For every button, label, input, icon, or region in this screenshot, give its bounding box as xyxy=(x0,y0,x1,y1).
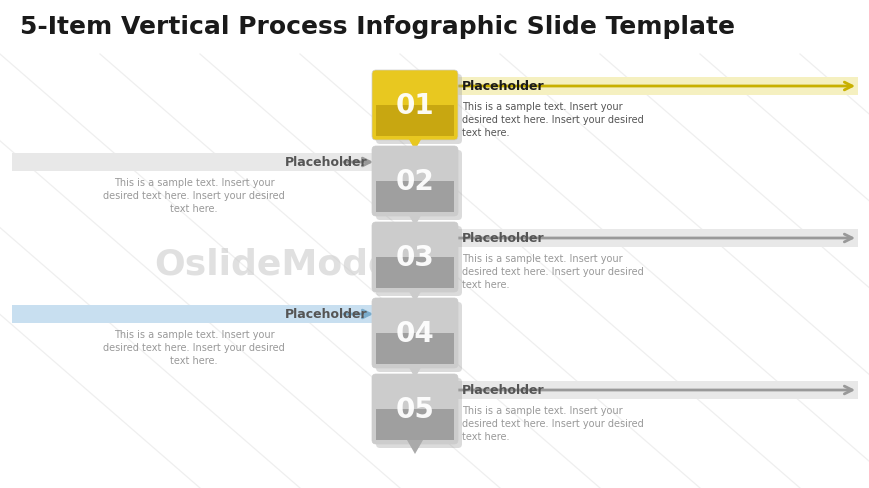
FancyBboxPatch shape xyxy=(375,409,454,440)
Text: This is a sample text. Insert your
desired text here. Insert your desired
text h: This is a sample text. Insert your desir… xyxy=(461,405,643,442)
FancyBboxPatch shape xyxy=(372,298,457,368)
Text: OslideModel: OslideModel xyxy=(155,247,405,282)
Text: This is a sample text. Insert your
desired text here. Insert your desired
text h: This is a sample text. Insert your desir… xyxy=(461,253,643,290)
Text: 04: 04 xyxy=(395,319,434,347)
FancyBboxPatch shape xyxy=(372,71,457,141)
Bar xyxy=(12,305,375,324)
Polygon shape xyxy=(407,288,422,303)
FancyBboxPatch shape xyxy=(375,258,454,288)
FancyBboxPatch shape xyxy=(375,303,461,372)
Text: 03: 03 xyxy=(395,244,434,271)
Polygon shape xyxy=(407,213,422,226)
Text: Placeholder: Placeholder xyxy=(285,156,368,169)
FancyBboxPatch shape xyxy=(375,106,454,137)
Text: This is a sample text. Insert your
desired text here. Insert your desired
text h: This is a sample text. Insert your desir… xyxy=(103,178,284,214)
FancyBboxPatch shape xyxy=(375,151,461,221)
FancyBboxPatch shape xyxy=(372,374,457,444)
Polygon shape xyxy=(407,137,422,151)
FancyBboxPatch shape xyxy=(375,226,461,296)
Text: 5-Item Vertical Process Infographic Slide Template: 5-Item Vertical Process Infographic Slid… xyxy=(20,15,734,39)
Text: Placeholder: Placeholder xyxy=(461,81,544,93)
FancyBboxPatch shape xyxy=(375,75,461,145)
Bar xyxy=(12,154,375,172)
Text: 01: 01 xyxy=(395,92,434,120)
FancyBboxPatch shape xyxy=(375,378,461,448)
Polygon shape xyxy=(407,364,422,378)
Bar xyxy=(454,229,857,247)
FancyBboxPatch shape xyxy=(372,223,457,292)
Text: Placeholder: Placeholder xyxy=(285,308,368,321)
Text: This is a sample text. Insert your
desired text here. Insert your desired
text h: This is a sample text. Insert your desir… xyxy=(103,329,284,366)
Text: Placeholder: Placeholder xyxy=(461,232,544,245)
Text: 02: 02 xyxy=(395,168,434,196)
FancyBboxPatch shape xyxy=(372,147,457,217)
Bar xyxy=(454,78,857,96)
Text: Placeholder: Placeholder xyxy=(461,384,544,397)
Text: 05: 05 xyxy=(395,395,434,423)
Text: This is a sample text. Insert your
desired text here. Insert your desired
text h: This is a sample text. Insert your desir… xyxy=(461,102,643,138)
Bar xyxy=(454,381,857,399)
FancyBboxPatch shape xyxy=(375,333,454,364)
FancyBboxPatch shape xyxy=(375,182,454,213)
Polygon shape xyxy=(407,440,422,454)
